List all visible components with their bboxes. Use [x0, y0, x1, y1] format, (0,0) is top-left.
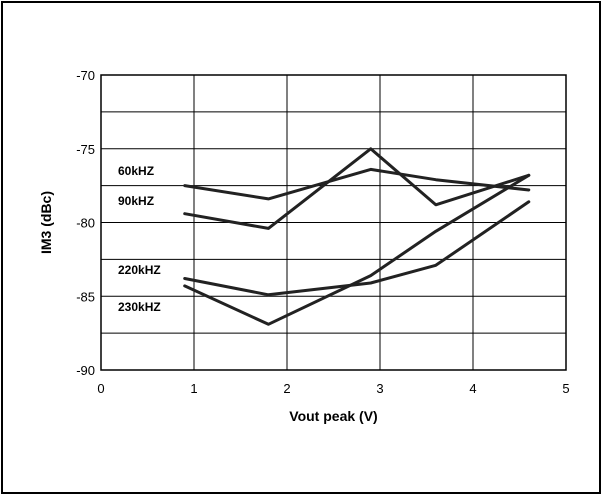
x-tick-label: 2	[283, 381, 290, 396]
y-tick-labels: -90 -85 -80 -75 -70	[76, 68, 95, 378]
y-tick-label: -75	[76, 142, 95, 157]
x-tick-label: 1	[190, 381, 197, 396]
y-tick-label: -70	[76, 68, 95, 83]
y-tick-label: -85	[76, 289, 95, 304]
series-line-0	[183, 167, 531, 201]
x-tick-label: 5	[562, 381, 569, 396]
x-axis-title: Vout peak (V)	[289, 408, 377, 424]
grid-lines	[101, 75, 566, 370]
plot-frame	[100, 74, 567, 371]
x-tick-label: 0	[97, 381, 104, 396]
series-label-0: 60kHZ	[118, 164, 154, 178]
series-labels: 60kHZ 90kHZ 220kHZ 230kHZ	[118, 164, 161, 314]
y-tick-label: -80	[76, 216, 95, 231]
series-label-3: 230kHZ	[118, 300, 161, 314]
series-line-1	[183, 147, 531, 230]
x-tick-labels: 0 1 2 3 4 5	[97, 381, 569, 396]
y-axis-title: IM3 (dBc)	[38, 191, 54, 254]
x-tick-label: 3	[376, 381, 383, 396]
series-line-3	[183, 173, 531, 326]
series-label-1: 90kHZ	[118, 194, 154, 208]
y-tick-label: -90	[76, 363, 95, 378]
series-label-2: 220kHZ	[118, 263, 161, 277]
series-line-2	[183, 200, 531, 297]
series-group	[183, 147, 531, 326]
x-tick-label: 4	[469, 381, 476, 396]
